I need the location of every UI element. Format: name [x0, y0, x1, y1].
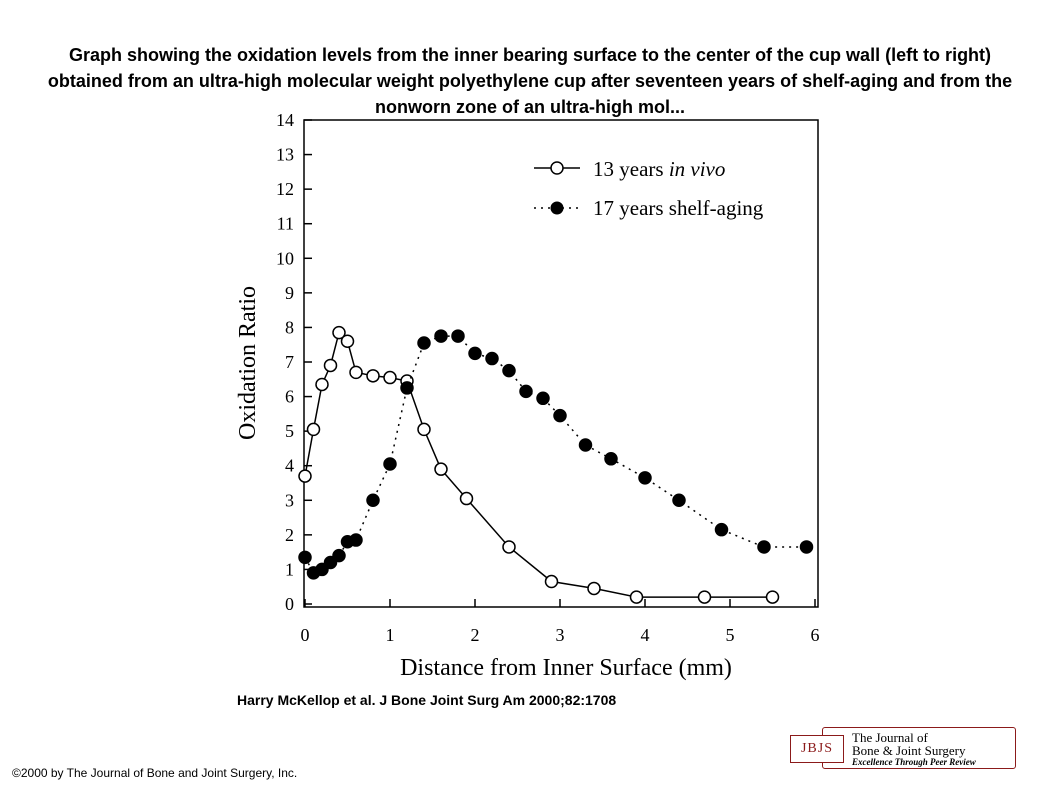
data-point-series-1: [349, 533, 363, 547]
x-axis-label: Distance from Inner Surface (mm): [400, 655, 732, 681]
data-point-series-0: [434, 462, 448, 476]
data-point-series-1: [485, 351, 499, 366]
y-tick-label: 5: [285, 421, 294, 441]
data-point-series-0: [306, 422, 321, 437]
data-point-series-1: [502, 363, 516, 378]
data-point-series-1: [366, 493, 380, 508]
x-tick-label: 2: [471, 625, 480, 645]
data-point-series-0: [315, 377, 329, 392]
series-line-1: [304, 335, 807, 574]
data-point-series-1: [638, 471, 652, 485]
y-tick-label: 13: [276, 145, 294, 165]
x-tick-label: 5: [726, 625, 735, 645]
legend-marker-13-years: [550, 161, 564, 175]
x-tick-label: 6: [811, 625, 820, 645]
data-point-series-1: [323, 555, 338, 570]
data-point-series-1: [400, 381, 414, 395]
legend-label-13-years-part2: in vivo: [669, 157, 726, 181]
logo-line-2: Bone & Joint Surgery: [852, 743, 966, 758]
data-point-series-1: [434, 329, 448, 343]
x-tick-label: 3: [556, 625, 565, 645]
data-point-series-1: [468, 346, 482, 361]
jbjs-logo: JBJS The Journal of Bone & Joint Surgery…: [790, 727, 1018, 771]
data-point-series-0: [629, 590, 644, 604]
data-point-series-1: [451, 329, 465, 343]
data-point-series-1: [383, 457, 397, 471]
legend: 13 years in vivo 17 years shelf-aging: [534, 157, 764, 220]
x-tick-label: 0: [301, 625, 310, 645]
logo-mark: JBJS: [800, 741, 834, 756]
y-tick-label: 6: [285, 387, 294, 407]
logo-tagline: Excellence Through Peer Review: [852, 757, 976, 767]
data-point-series-0: [587, 581, 601, 596]
data-point-series-1: [519, 384, 533, 399]
copyright: ©2000 by The Journal of Bone and Joint S…: [12, 766, 298, 780]
data-point-series-1: [417, 336, 431, 350]
data-point-series-1: [799, 540, 814, 554]
y-tick-label: 4: [285, 456, 294, 476]
data-point-series-1: [578, 438, 593, 452]
y-tick-label: 14: [276, 110, 294, 130]
data-point-series-0: [366, 369, 380, 383]
legend-label-13-years: 13 years in vivo: [593, 157, 725, 181]
legend-label-17-years: 17 years shelf-aging: [593, 196, 764, 220]
chart-frame: [303, 119, 819, 608]
data-point-series-0: [502, 540, 516, 554]
data-point-series-1: [315, 562, 329, 577]
data-point-series-1: [536, 391, 550, 406]
data-point-series-0: [459, 491, 474, 506]
y-axis-label: Oxidation Ratio: [235, 286, 261, 440]
y-tick-label: 1: [285, 559, 294, 579]
data-point-series-0: [298, 469, 312, 483]
y-tick-label: 10: [276, 248, 294, 268]
data-point-series-1: [757, 540, 771, 554]
y-tick-label: 2: [285, 525, 294, 545]
data-point-series-0: [383, 370, 397, 385]
data-point-series-0: [765, 590, 780, 604]
data-point-series-1: [553, 408, 567, 423]
data-point-series-1: [298, 550, 312, 565]
data-point-series-0: [323, 358, 338, 373]
y-tick-label: 11: [277, 214, 294, 234]
series-group: [298, 325, 814, 604]
y-tick-label: 8: [285, 317, 294, 337]
data-point-series-0: [349, 365, 363, 380]
logo-mark-box: [790, 735, 844, 763]
y-tick-label: 3: [285, 490, 294, 510]
data-point-series-0: [697, 590, 712, 604]
x-tick-label: 1: [386, 625, 395, 645]
logo-line-1: The Journal of: [852, 730, 928, 745]
data-point-series-1: [714, 522, 729, 537]
data-point-series-1: [672, 493, 686, 508]
data-point-series-1: [604, 452, 618, 466]
data-point-series-0: [340, 334, 355, 349]
legend-marker-17-years: [550, 201, 564, 215]
y-tick-label: 7: [285, 352, 294, 372]
y-tick-label: 0: [285, 594, 294, 614]
data-point-series-0: [332, 325, 346, 340]
data-point-series-0: [417, 422, 431, 437]
data-point-series-0: [544, 574, 559, 589]
y-tick-label: 12: [276, 179, 294, 199]
slide-title: Graph showing the oxidation levels from …: [47, 45, 1013, 117]
data-point-series-1: [332, 548, 346, 563]
x-tick-label: 4: [641, 625, 650, 645]
citation: Harry McKellop et al. J Bone Joint Surg …: [237, 692, 617, 708]
legend-label-13-years-part1: 13 years: [593, 157, 669, 181]
y-tick-label: 9: [285, 283, 294, 303]
